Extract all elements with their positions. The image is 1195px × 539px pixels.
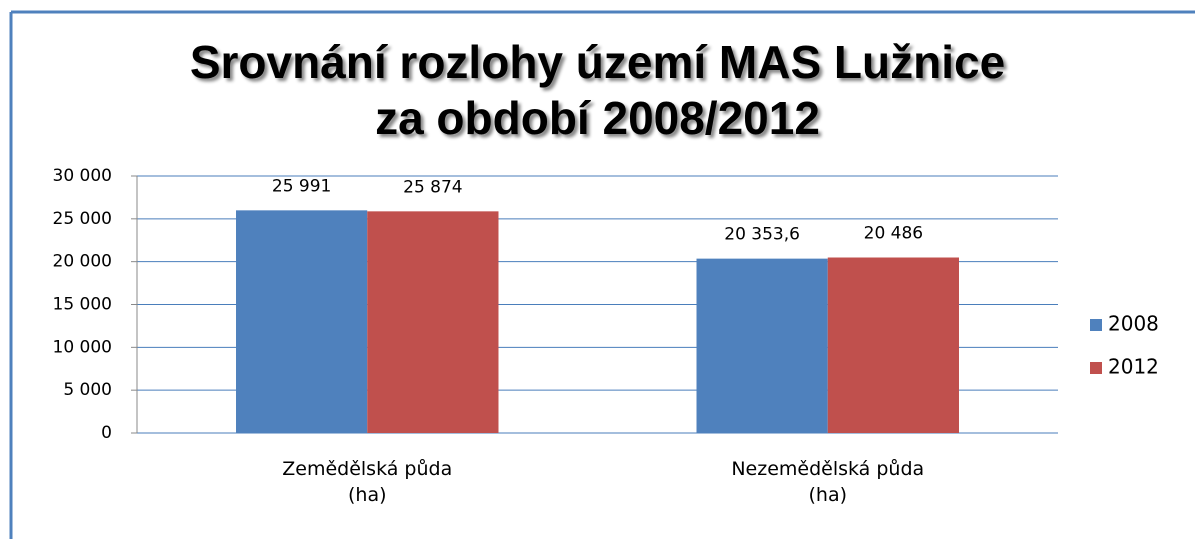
bar <box>367 211 499 433</box>
y-tick-label: 0 <box>101 423 112 443</box>
legend-swatch <box>1090 319 1102 331</box>
bar <box>236 210 368 433</box>
y-tick-label: 5 000 <box>63 380 112 400</box>
y-tick-label: 25 000 <box>53 209 112 229</box>
bar <box>827 257 959 433</box>
data-label: 20 353,6 <box>724 225 800 245</box>
bar <box>696 258 828 433</box>
data-label: 25 991 <box>272 176 331 196</box>
y-tick-label: 10 000 <box>53 337 112 357</box>
x-tick-label: Zemědělská půda (ha) <box>282 458 453 506</box>
legend-label: 2012 <box>1108 355 1159 379</box>
y-tick-label: 20 000 <box>53 252 112 272</box>
y-tick-label: 15 000 <box>53 295 112 315</box>
legend-label: 2008 <box>1108 312 1159 336</box>
y-tick-label: 30 000 <box>53 166 112 186</box>
chart-title: Srovnání rozlohy území MAS Lužnice za ob… <box>189 36 1006 144</box>
legend-swatch <box>1090 362 1102 374</box>
data-label: 20 486 <box>864 224 923 244</box>
x-tick-label: Nezemědělská půda (ha) <box>731 458 925 506</box>
data-label: 25 874 <box>403 177 462 197</box>
